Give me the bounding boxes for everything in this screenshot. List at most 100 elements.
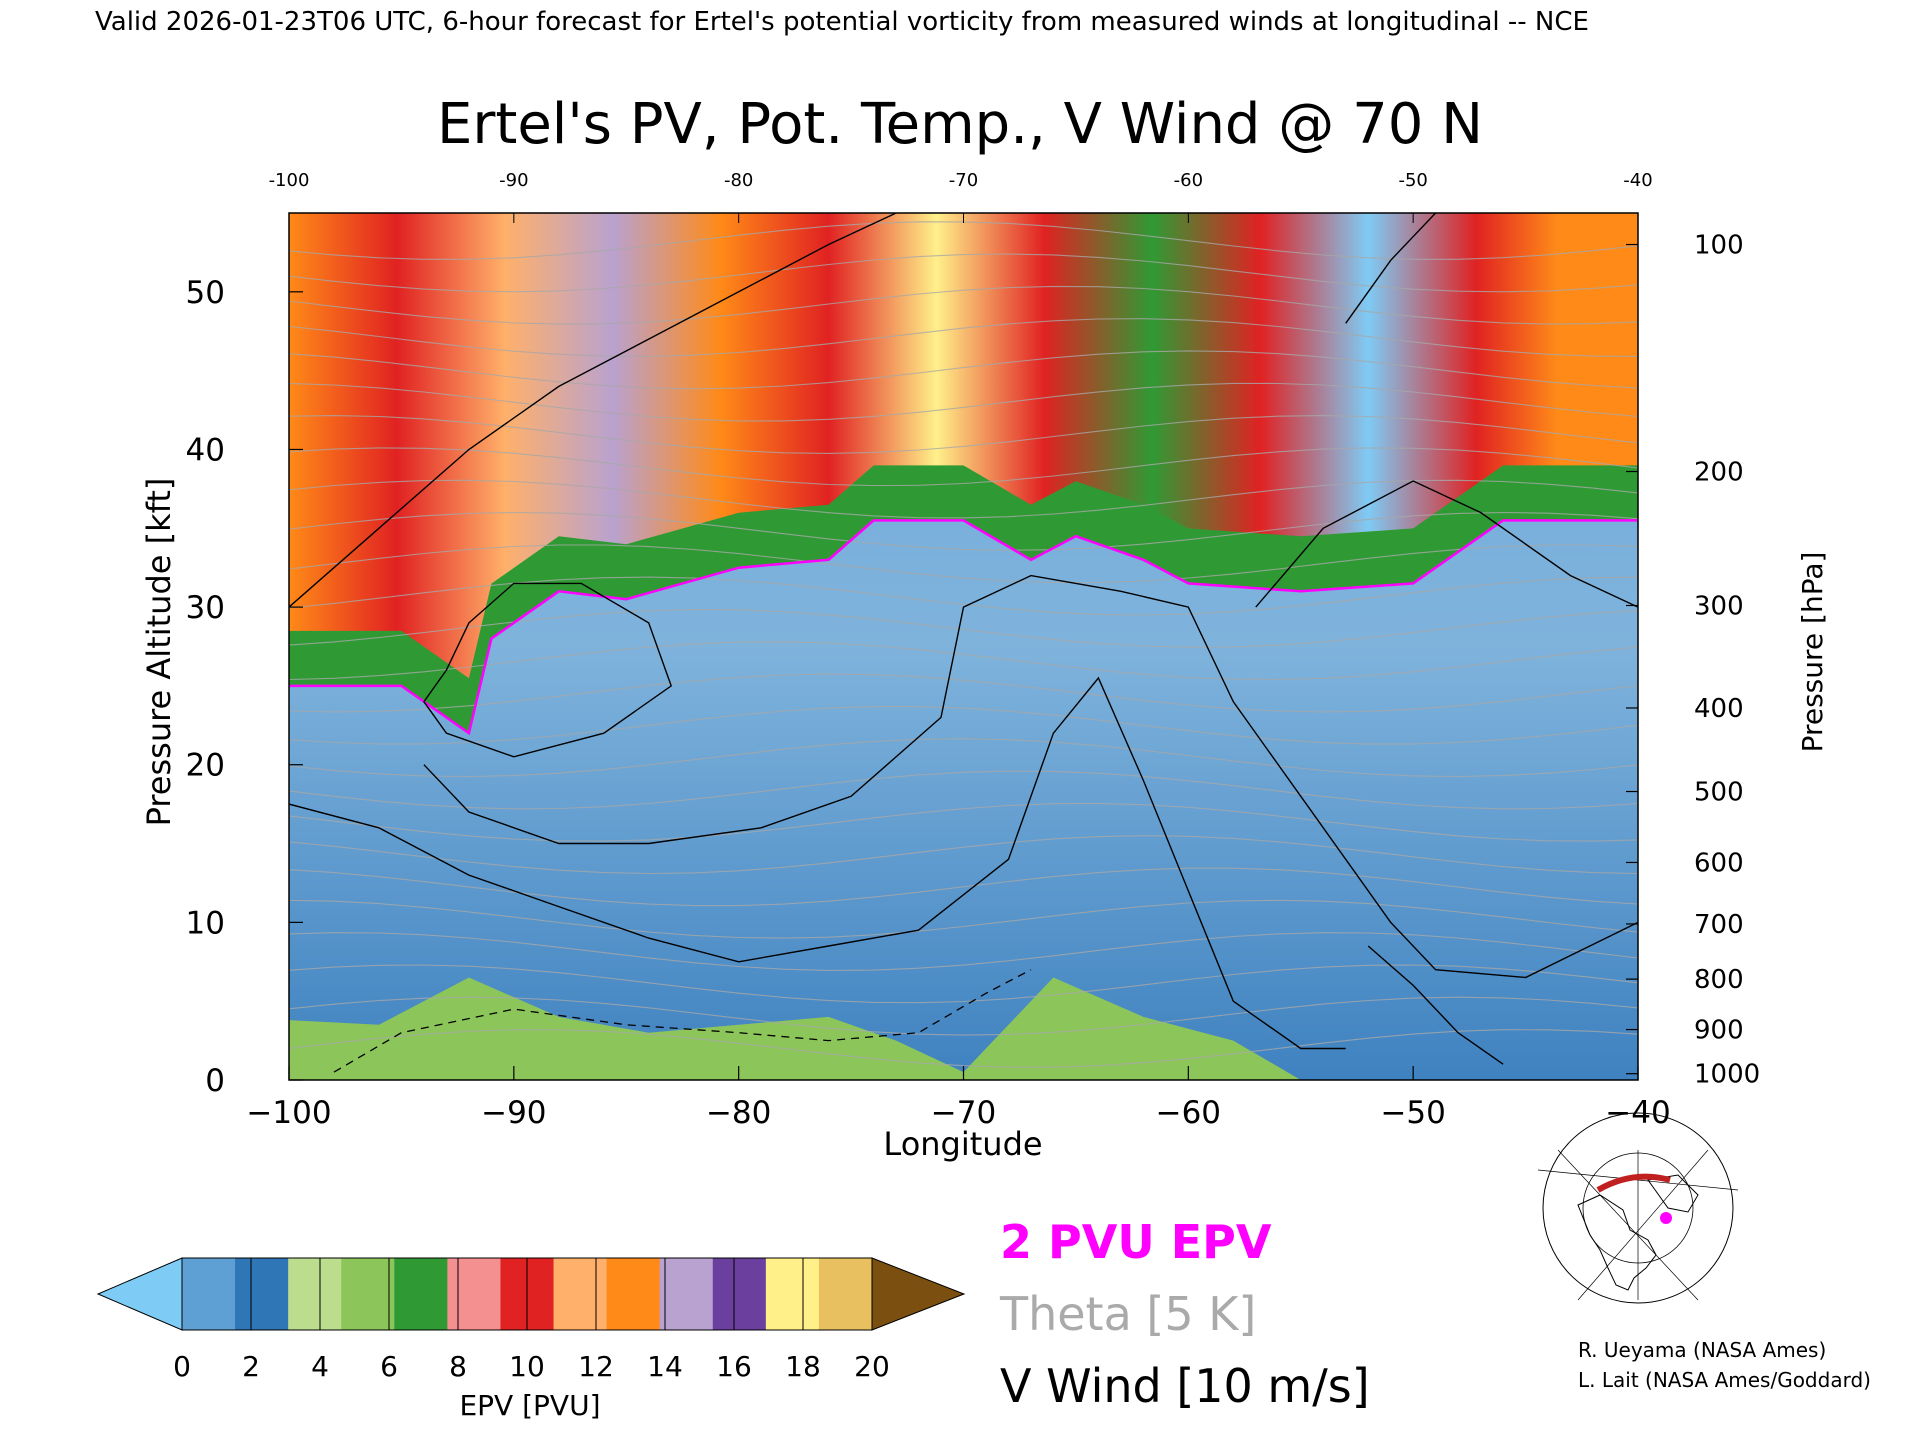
v-wind-contour <box>1345 213 1437 324</box>
theta-contour <box>289 706 1638 745</box>
pressure-tick-label: 400 <box>1694 694 1744 724</box>
v-wind-contour <box>423 582 673 758</box>
colorbar-swatch <box>447 1258 501 1330</box>
colorbar-tick-label: 10 <box>509 1350 545 1383</box>
legend: 2 PVU EPV Theta [5 K] V Wind [10 m/s] <box>999 1215 1370 1413</box>
x-tick-label: −50 <box>1380 1095 1445 1131</box>
x-axis-label: Longitude <box>883 1125 1042 1163</box>
credit-line-1: R. Ueyama (NASA Ames) <box>1578 1338 1826 1362</box>
v-wind-contour <box>289 676 1346 1050</box>
y-axis-left: 0 10 20 30 40 50 <box>186 275 303 1099</box>
x-axis-bottom: −100 −90 −80 −70 −60 −50 −40 <box>246 1066 1671 1131</box>
colorbar-swatch <box>235 1258 289 1330</box>
v-wind-contour <box>423 574 1638 979</box>
v-wind-contour <box>1367 945 1504 1065</box>
pressure-tick-label: 600 <box>1694 848 1744 878</box>
colorbar: 0 2 4 6 8 10 12 14 16 18 20 <box>96 1257 966 1383</box>
theta-contour <box>289 511 1638 551</box>
x-top-tick-label: -70 <box>949 170 978 191</box>
theta-contour <box>289 964 1638 1004</box>
colorbar-swatch <box>818 1258 873 1330</box>
colorbar-swatch <box>182 1258 236 1330</box>
v-wind-contour <box>289 213 897 608</box>
theta-contour <box>289 867 1638 907</box>
y-tick-label: 50 <box>186 275 225 311</box>
theta-contour <box>289 253 1638 293</box>
x-axis-top: -100 -90 -80 -70 -60 -50 -40 <box>269 170 1653 223</box>
locator-map <box>1537 1112 1739 1304</box>
x-tick-label: −80 <box>706 1095 771 1131</box>
theta-contour <box>289 932 1638 971</box>
x-top-tick-label: -90 <box>499 170 528 191</box>
pressure-tick-label: 1000 <box>1694 1060 1760 1090</box>
y-axis-left-label: Pressure Altitude [kft] <box>140 478 178 827</box>
colorbar-under-arrow <box>96 1257 183 1331</box>
theta-contour <box>289 996 1638 1036</box>
colorbar-tick-label: 2 <box>242 1350 260 1383</box>
x-top-tick-label: -50 <box>1398 170 1427 191</box>
colorbar-swatch <box>659 1258 714 1330</box>
colorbar-swatch <box>765 1258 820 1330</box>
theta-contour <box>289 899 1638 939</box>
theta-contour <box>289 802 1638 842</box>
x-top-tick-label: -80 <box>724 170 753 191</box>
colorbar-tick-label: 18 <box>785 1350 821 1383</box>
pressure-tick-label: 100 <box>1694 231 1744 261</box>
theta-contour <box>289 673 1638 713</box>
colorbar-tick-label: 8 <box>449 1350 467 1383</box>
y-tick-label: 30 <box>186 590 225 626</box>
y-tick-label: 10 <box>186 905 225 941</box>
x-top-tick-label: -60 <box>1174 170 1203 191</box>
valid-time-header: Valid 2026-01-23T06 UTC, 6-hour forecast… <box>95 7 1589 37</box>
y-tick-label: 0 <box>205 1063 225 1099</box>
colorbar-tick-label: 20 <box>854 1350 890 1383</box>
theta-contour <box>289 415 1638 454</box>
x-top-tick-label: -100 <box>269 170 310 191</box>
colorbar-swatch <box>606 1258 661 1330</box>
colorbar-over-arrow <box>871 1257 966 1331</box>
chart-title: Ertel's PV, Pot. Temp., V Wind @ 70 N <box>437 92 1483 157</box>
colorbar-tick-label: 16 <box>716 1350 752 1383</box>
colorbar-swatch <box>288 1258 342 1330</box>
tropopause-2pvu-line <box>289 519 1638 736</box>
colorbar-tick-label: 4 <box>311 1350 329 1383</box>
pressure-tick-label: 300 <box>1694 592 1744 622</box>
x-tick-label: −90 <box>481 1095 546 1131</box>
theta-contour <box>289 447 1638 487</box>
pressure-tick-label: 200 <box>1694 458 1744 488</box>
y-tick-label: 40 <box>186 432 225 468</box>
theta-contour <box>289 544 1638 584</box>
theta-contour <box>289 350 1638 390</box>
v-wind-contours <box>289 213 1638 1073</box>
colorbar-tick-label: 12 <box>578 1350 614 1383</box>
theta-contour <box>289 641 1638 681</box>
pressure-tick-label: 700 <box>1694 910 1744 940</box>
colorbar-tick-label: 14 <box>647 1350 683 1383</box>
legend-entry: Theta [5 K] <box>999 1287 1256 1341</box>
pv-surface-band <box>289 977 1301 1080</box>
colorbar-swatch <box>712 1258 767 1330</box>
legend-entry: V Wind [10 m/s] <box>1000 1359 1370 1413</box>
theta-contour <box>289 1029 1638 1068</box>
credit-line-2: L. Lait (NASA Ames/Goddard) <box>1578 1368 1871 1392</box>
theta-contour <box>289 770 1638 810</box>
colorbar-swatch <box>394 1258 448 1330</box>
pressure-tick-label: 900 <box>1694 1016 1744 1046</box>
x-top-tick-label: -40 <box>1623 170 1652 191</box>
colorbar-tick-label: 6 <box>380 1350 398 1383</box>
y-axis-right-label: Pressure [hPa] <box>1796 552 1829 753</box>
v-wind-contour <box>1255 480 1638 608</box>
colorbar-tick-label: 0 <box>173 1350 191 1383</box>
y-tick-label: 20 <box>186 748 225 784</box>
x-tick-label: −100 <box>246 1095 331 1131</box>
pressure-tick-label: 800 <box>1694 965 1744 995</box>
legend-entry: 2 PVU EPV <box>1000 1215 1272 1269</box>
colorbar-label: EPV [PVU] <box>459 1389 600 1422</box>
colorbar-swatch <box>341 1258 395 1330</box>
v-wind-contour-negative <box>333 969 1032 1073</box>
x-tick-label: −60 <box>1156 1095 1221 1131</box>
theta-contour <box>289 382 1638 422</box>
plot-area <box>289 213 1638 1080</box>
colorbar-swatch <box>553 1258 608 1330</box>
